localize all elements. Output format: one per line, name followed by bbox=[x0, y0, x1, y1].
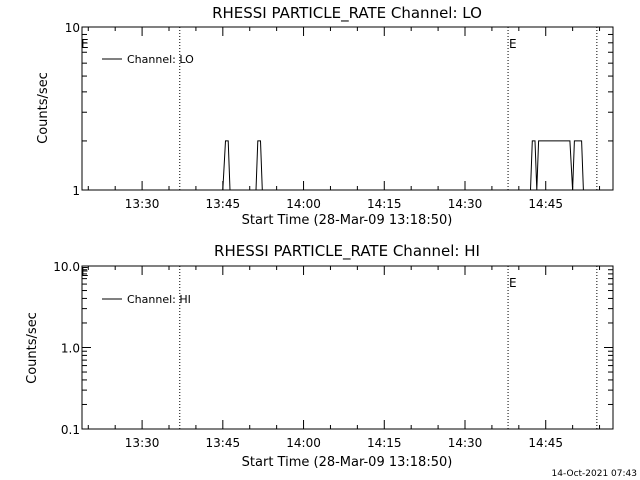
y-tick-label: 10 bbox=[65, 21, 80, 35]
x-tick-label: 14:00 bbox=[286, 436, 321, 450]
x-axis-label: Start Time (28-Mar-09 13:18:50) bbox=[242, 213, 453, 228]
y-axis-label: Counts/sec bbox=[25, 312, 40, 384]
x-tick-label: 13:45 bbox=[206, 436, 241, 450]
x-tick-label: 14:15 bbox=[367, 197, 402, 211]
event-label: E bbox=[509, 37, 517, 51]
x-tick-label: 13:30 bbox=[125, 436, 160, 450]
y-tick-label: 1.0 bbox=[61, 342, 80, 356]
chart-title: RHESSI PARTICLE_RATE Channel: LO bbox=[212, 4, 482, 23]
legend-label: Channel: LO bbox=[127, 53, 194, 66]
x-tick-label: 14:45 bbox=[528, 436, 563, 450]
series-line bbox=[221, 140, 586, 191]
x-tick-label: 14:30 bbox=[448, 436, 483, 450]
y-tick-label: 0.1 bbox=[61, 423, 80, 437]
x-tick-label: 14:45 bbox=[528, 197, 563, 211]
y-tick-label: 1 bbox=[72, 184, 80, 198]
chart-title: RHESSI PARTICLE_RATE Channel: HI bbox=[214, 242, 480, 261]
panel-hi-channel: RHESSI PARTICLE_RATE Channel: HI Start T… bbox=[25, 242, 614, 470]
legend-label: Channel: HI bbox=[127, 293, 191, 306]
y-tick-label: 10.0 bbox=[53, 260, 80, 274]
x-tick-label: 14:15 bbox=[367, 436, 402, 450]
x-tick-label: 14:00 bbox=[286, 197, 321, 211]
edge-event-label: E bbox=[81, 37, 89, 51]
plot-frame bbox=[81, 26, 614, 191]
edge-event-label: E bbox=[81, 265, 89, 279]
x-tick-label: 14:30 bbox=[448, 197, 483, 211]
footer-timestamp: 14-Oct-2021 07:43 bbox=[552, 469, 637, 479]
y-axis-label: Counts/sec bbox=[36, 72, 51, 144]
panel-lo-channel: RHESSI PARTICLE_RATE Channel: LO Start T… bbox=[36, 4, 614, 228]
x-tick-label: 13:30 bbox=[125, 197, 160, 211]
event-label: E bbox=[509, 276, 517, 290]
plot-frame bbox=[81, 265, 614, 430]
x-tick-label: 13:45 bbox=[206, 197, 241, 211]
x-axis-label: Start Time (28-Mar-09 13:18:50) bbox=[242, 455, 453, 470]
